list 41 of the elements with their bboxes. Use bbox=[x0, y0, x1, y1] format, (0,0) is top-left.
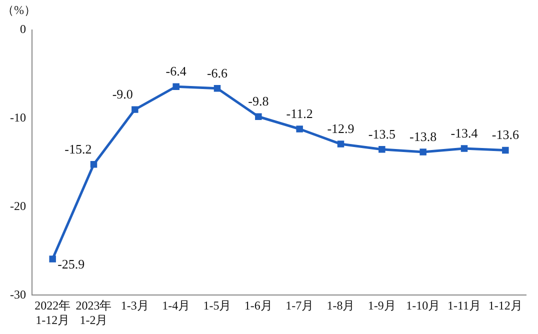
text: -12.9 bbox=[327, 120, 354, 136]
text: -13.4 bbox=[450, 125, 478, 140]
x-tick-label: 1-4月 bbox=[162, 298, 190, 313]
y-tick-label: -30 bbox=[10, 287, 26, 302]
x-tick-label: 1-9月 bbox=[368, 298, 396, 313]
text: -13.5 bbox=[368, 126, 396, 142]
x-tick-label: 1-7月 bbox=[286, 298, 314, 313]
text: -9.0 bbox=[112, 86, 133, 102]
point bbox=[49, 256, 56, 262]
x-tick-label: 1-3月 bbox=[120, 298, 149, 313]
x-tick-label: 1-5月 bbox=[203, 298, 232, 313]
x-tick-label: 2023年 1-2月 bbox=[76, 298, 112, 327]
point bbox=[172, 83, 180, 90]
point bbox=[502, 146, 509, 154]
x-tick-label: 1-8月 bbox=[326, 298, 355, 313]
y-tick-label: -10 bbox=[10, 110, 26, 125]
text: -13.8 bbox=[410, 128, 437, 144]
point bbox=[255, 113, 262, 120]
x-tick-label: 1-11月 bbox=[447, 298, 482, 313]
x-tick-label: 2022年 1-12月 bbox=[34, 298, 71, 327]
text: -9.8 bbox=[248, 94, 269, 109]
y-tick-label: -20 bbox=[10, 198, 26, 213]
x-tick-label: 1-12月 bbox=[488, 298, 522, 313]
point bbox=[90, 160, 98, 168]
point bbox=[337, 140, 344, 148]
text: -6.4 bbox=[166, 64, 186, 78]
point bbox=[296, 126, 303, 132]
text: -11.2 bbox=[286, 106, 313, 121]
text: -13.6 bbox=[492, 127, 519, 142]
x-tick-label: 1-6月 bbox=[244, 298, 272, 313]
text: -6.6 bbox=[206, 65, 228, 80]
y-axis-title: （%） bbox=[2, 2, 36, 19]
text: -15.2 bbox=[64, 141, 92, 156]
text: -25.9 bbox=[58, 256, 85, 272]
point bbox=[214, 84, 221, 92]
x-tick-label: 1-10月 bbox=[406, 298, 440, 313]
point bbox=[460, 145, 468, 152]
point bbox=[420, 148, 426, 156]
y-tick-label: 0 bbox=[20, 22, 26, 36]
point bbox=[378, 146, 386, 153]
point bbox=[132, 106, 138, 113]
